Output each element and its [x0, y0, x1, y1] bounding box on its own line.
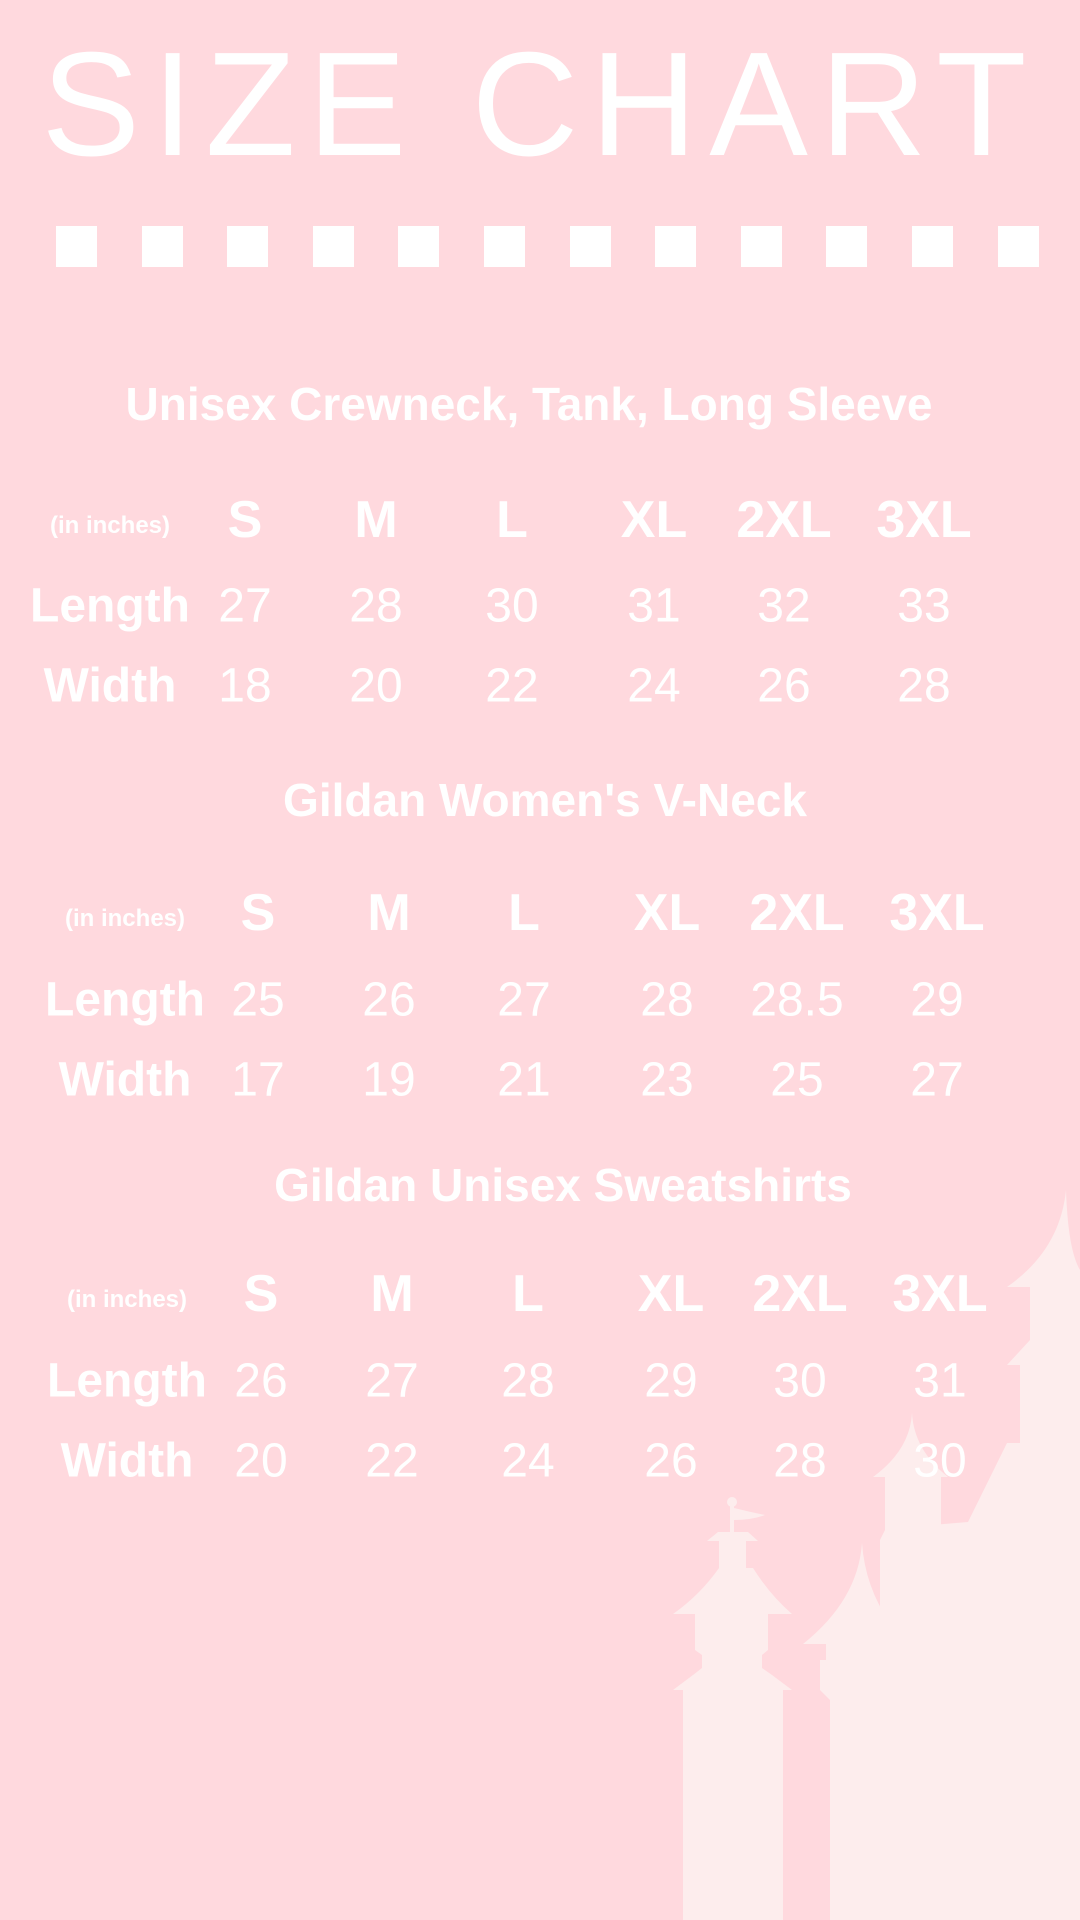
measurement-value: 20: [234, 1434, 288, 1488]
measurement-value: 20: [349, 659, 403, 713]
measurement-value: 29: [910, 973, 964, 1027]
square-icon: [655, 226, 697, 267]
measurement-value: 23: [640, 1053, 694, 1107]
row-label: Width: [58, 1053, 192, 1107]
section-heading: Unisex Crewneck, Tank, Long Sleeve: [125, 378, 933, 430]
measurement-value: 24: [501, 1434, 555, 1488]
measurement-value: 28: [349, 579, 403, 633]
size-header: XL: [633, 884, 701, 942]
decorative-squares: [56, 226, 1039, 267]
size-header: L: [512, 1265, 544, 1323]
size-header: S: [227, 491, 263, 549]
size-header: L: [496, 491, 528, 549]
measurement-value: 19: [362, 1053, 416, 1107]
measurement-value: 28: [501, 1354, 555, 1408]
size-header: 2XL: [736, 491, 832, 549]
measurement-value: 30: [485, 579, 539, 633]
measurement-value: 27: [910, 1053, 964, 1107]
measurement-value: 31: [913, 1354, 967, 1408]
unit-label: (in inches): [49, 512, 171, 539]
measurement-value: 25: [231, 973, 285, 1027]
measurement-value: 24: [627, 659, 681, 713]
measurement-value: 21: [497, 1053, 551, 1107]
measurement-value: 26: [644, 1434, 698, 1488]
size-header: 2XL: [749, 884, 845, 942]
size-header: 3XL: [892, 1265, 988, 1323]
measurement-value: 30: [773, 1354, 827, 1408]
square-icon: [484, 226, 525, 267]
size-header: S: [243, 1265, 279, 1323]
square-icon: [398, 226, 440, 267]
square-icon: [227, 226, 269, 267]
section-heading: Gildan Unisex Sweatshirts: [274, 1159, 852, 1211]
size-header: 3XL: [876, 491, 972, 549]
measurement-value: 30: [913, 1434, 967, 1488]
row-label: Length: [45, 973, 205, 1027]
row-label: Width: [60, 1434, 194, 1488]
square-icon: [56, 226, 97, 267]
measurement-value: 27: [218, 579, 272, 633]
square-icon: [569, 226, 611, 267]
size-header: S: [240, 884, 276, 942]
measurement-value: 28.5: [750, 973, 844, 1027]
measurement-value: 28: [640, 973, 694, 1027]
size-header: XL: [620, 491, 688, 549]
page-title: SIZE CHART: [41, 22, 1039, 187]
size-header: 2XL: [752, 1265, 848, 1323]
square-icon: [997, 226, 1039, 267]
measurement-value: 31: [627, 579, 681, 633]
row-label: Length: [47, 1354, 207, 1408]
row-label: Width: [43, 659, 177, 713]
size-header: 3XL: [889, 884, 985, 942]
square-icon: [826, 226, 868, 267]
measurement-value: 33: [897, 579, 951, 633]
square-icon: [312, 226, 354, 267]
measurement-value: 17: [231, 1053, 285, 1107]
square-icon: [912, 226, 953, 267]
measurement-value: 26: [757, 659, 811, 713]
size-header: M: [370, 1265, 414, 1323]
row-label: Length: [30, 579, 190, 633]
square-icon: [740, 226, 782, 267]
measurement-value: 32: [757, 579, 811, 633]
measurement-value: 28: [773, 1434, 827, 1488]
measurement-value: 27: [497, 973, 551, 1027]
measurement-value: 22: [485, 659, 539, 713]
size-header: XL: [637, 1265, 705, 1323]
measurement-value: 27: [365, 1354, 419, 1408]
unit-label: (in inches): [66, 1286, 188, 1313]
measurement-value: 22: [365, 1434, 419, 1488]
section-heading: Gildan Women's V-Neck: [283, 774, 807, 826]
measurement-value: 26: [234, 1354, 288, 1408]
unit-label: (in inches): [64, 905, 186, 932]
measurement-value: 29: [644, 1354, 698, 1408]
square-icon: [141, 226, 183, 267]
measurement-value: 26: [362, 973, 416, 1027]
size-header: L: [508, 884, 540, 942]
size-header: M: [354, 491, 398, 549]
measurement-value: 18: [218, 659, 272, 713]
size-header: M: [367, 884, 411, 942]
measurement-value: 28: [897, 659, 951, 713]
measurement-value: 25: [770, 1053, 824, 1107]
